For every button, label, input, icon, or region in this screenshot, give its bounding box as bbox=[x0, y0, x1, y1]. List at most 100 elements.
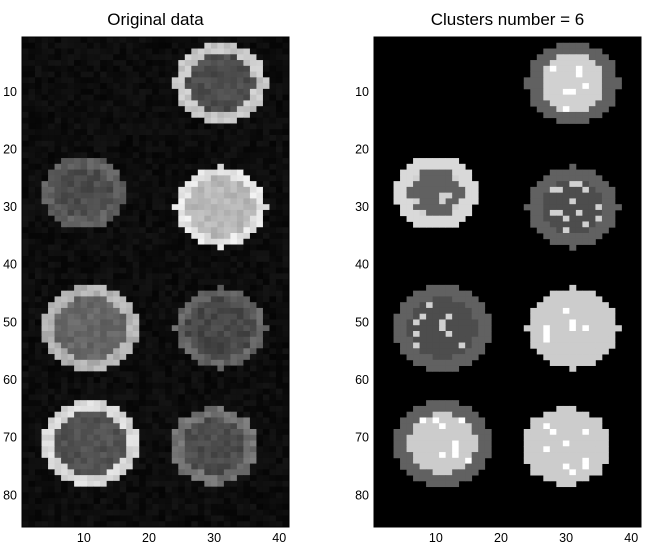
heatmap-cell bbox=[106, 307, 114, 315]
heatmap-cell bbox=[41, 302, 49, 309]
heatmap-cell bbox=[191, 405, 199, 413]
heatmap-cell bbox=[22, 394, 29, 401]
heatmap-cell bbox=[126, 325, 134, 332]
heatmap-cell bbox=[608, 198, 616, 205]
heatmap-cell bbox=[113, 186, 121, 194]
heatmap-cell bbox=[61, 313, 68, 320]
heatmap-cell bbox=[210, 486, 218, 493]
heatmap-cell bbox=[106, 261, 114, 268]
heatmap-cell bbox=[236, 238, 244, 245]
heatmap-cell bbox=[165, 198, 173, 205]
heatmap-cell bbox=[269, 65, 277, 72]
heatmap-cell bbox=[426, 181, 434, 188]
heatmap-cell bbox=[48, 256, 55, 263]
heatmap-cell bbox=[41, 382, 49, 390]
heatmap-cell bbox=[41, 503, 49, 511]
heatmap-cell bbox=[139, 215, 147, 222]
heatmap-cell bbox=[28, 503, 36, 511]
heatmap-cell bbox=[178, 111, 186, 119]
heatmap-cell bbox=[132, 457, 140, 464]
heatmap-cell bbox=[275, 163, 283, 170]
heatmap-cell bbox=[275, 296, 283, 303]
heatmap-cell bbox=[452, 175, 460, 182]
heatmap-cell bbox=[191, 267, 199, 274]
heatmap-cell bbox=[419, 221, 427, 228]
heatmap-cell bbox=[22, 250, 29, 257]
heatmap-cell bbox=[426, 169, 434, 176]
heatmap-cell bbox=[67, 233, 75, 240]
heatmap-cell bbox=[22, 284, 29, 292]
heatmap-cell bbox=[236, 429, 244, 436]
heatmap-cell bbox=[158, 273, 166, 280]
heatmap-cell bbox=[582, 423, 590, 430]
heatmap-cell bbox=[100, 498, 108, 505]
heatmap-cell bbox=[35, 498, 42, 505]
heatmap-cell bbox=[484, 325, 492, 332]
heatmap-cell bbox=[484, 440, 492, 447]
heatmap-cell bbox=[178, 463, 186, 470]
heatmap-cell bbox=[61, 146, 68, 153]
heatmap-cell bbox=[126, 279, 134, 286]
heatmap-cell bbox=[178, 423, 186, 430]
heatmap-cell bbox=[54, 429, 62, 436]
heatmap-cell bbox=[48, 198, 55, 205]
heatmap-cell bbox=[80, 204, 88, 211]
heatmap-cell bbox=[223, 129, 231, 136]
heatmap-cell bbox=[601, 94, 609, 101]
heatmap-cell bbox=[61, 296, 68, 303]
heatmap-cell bbox=[54, 117, 62, 124]
heatmap-cell bbox=[165, 452, 173, 459]
heatmap-cell bbox=[106, 348, 114, 355]
heatmap-cell bbox=[93, 65, 101, 72]
heatmap-cell bbox=[575, 313, 583, 320]
heatmap-cell bbox=[210, 198, 218, 205]
heatmap-cell bbox=[223, 377, 231, 384]
heatmap-cell bbox=[184, 65, 192, 72]
heatmap-cell bbox=[243, 152, 251, 159]
heatmap-cell bbox=[22, 261, 29, 268]
heatmap-cell bbox=[126, 388, 134, 395]
heatmap-cell bbox=[80, 284, 88, 292]
heatmap-cell bbox=[113, 296, 121, 303]
heatmap-cell bbox=[217, 429, 225, 436]
heatmap-cell bbox=[262, 302, 270, 309]
heatmap-cell bbox=[191, 163, 199, 170]
heatmap-cell bbox=[269, 457, 277, 464]
heatmap-cell bbox=[22, 146, 29, 153]
heatmap-cell bbox=[249, 336, 257, 343]
heatmap-cell bbox=[158, 106, 166, 113]
heatmap-cell bbox=[243, 111, 251, 119]
heatmap-cell bbox=[236, 434, 244, 441]
heatmap-cell bbox=[595, 463, 603, 470]
heatmap-cell bbox=[22, 336, 29, 343]
heatmap-cell bbox=[28, 480, 36, 488]
heatmap-cell bbox=[575, 65, 583, 72]
heatmap-cell bbox=[80, 77, 88, 84]
heatmap-cell bbox=[549, 307, 557, 315]
heatmap-cell bbox=[269, 198, 277, 205]
heatmap-cell bbox=[41, 463, 49, 470]
heatmap-cell bbox=[184, 83, 192, 90]
x-tick-label: 40 bbox=[272, 531, 286, 544]
heatmap-cell bbox=[204, 382, 212, 390]
heatmap-cell bbox=[588, 60, 596, 67]
heatmap-cell bbox=[158, 394, 166, 401]
heatmap-cell bbox=[100, 469, 108, 476]
heatmap-cell bbox=[269, 388, 277, 395]
heatmap-cell bbox=[132, 129, 140, 136]
heatmap-cell bbox=[282, 77, 290, 84]
heatmap-cell bbox=[549, 54, 557, 61]
heatmap-cell bbox=[35, 354, 42, 361]
heatmap-cell bbox=[465, 423, 473, 430]
heatmap-cell bbox=[106, 515, 114, 522]
heatmap-cell bbox=[152, 290, 160, 297]
heatmap-cell bbox=[152, 256, 160, 263]
heatmap-cell bbox=[61, 175, 68, 182]
heatmap-cell bbox=[269, 175, 277, 182]
heatmap-cell bbox=[48, 521, 55, 528]
heatmap-cell bbox=[197, 296, 205, 303]
heatmap-cell bbox=[230, 267, 238, 274]
heatmap-cell bbox=[119, 359, 127, 366]
heatmap-cell bbox=[41, 60, 49, 67]
heatmap-cell bbox=[569, 48, 577, 55]
